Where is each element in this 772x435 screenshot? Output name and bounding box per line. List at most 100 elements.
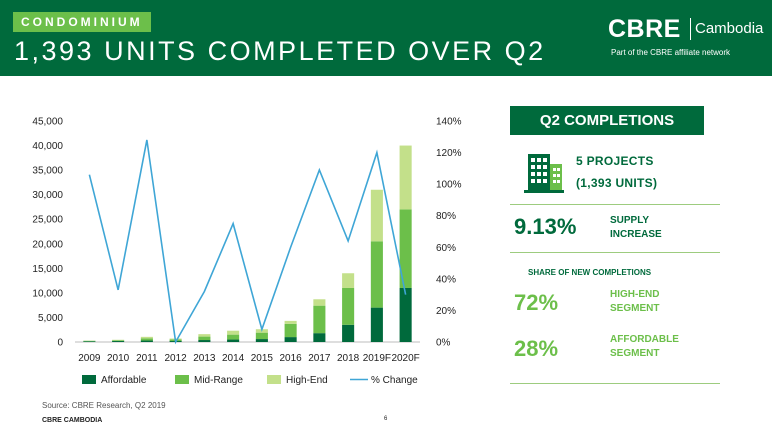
left-axis-tick-label: 20,000 xyxy=(32,239,63,250)
bar-mid-range xyxy=(399,209,412,288)
x-axis-tick-label: 2015 xyxy=(251,353,274,364)
divider xyxy=(510,383,720,384)
bar-mid-range xyxy=(342,287,355,325)
completions-chart: 0 5,000 10,000 15,000 20,000 25,000 30,000 35,0… xyxy=(32,117,462,387)
left-axis-tick-label: 0 xyxy=(57,338,63,349)
left-axis-tick-label: 35,000 xyxy=(32,166,63,177)
right-axis-tick-label: 60% xyxy=(436,243,456,254)
affordable-share-label: AFFORDABLE SEGMENT xyxy=(610,333,679,361)
legend-label: High-End xyxy=(286,375,328,386)
x-axis-tick-label: 2009 xyxy=(78,353,101,364)
left-axis-tick-label: 40,000 xyxy=(32,141,63,152)
bar-high-end xyxy=(284,320,297,324)
logo-divider xyxy=(690,18,691,40)
affordable-label-line-2: SEGMENT xyxy=(610,348,660,359)
bar-mid-range xyxy=(370,241,383,308)
right-axis-tick-label: 140% xyxy=(436,117,462,128)
high-end-label-line-1: HIGH-END xyxy=(610,289,660,300)
projects-count: 5 PROJECTS (1,393 UNITS) xyxy=(576,150,657,194)
supply-label-line-1: SUPPLY xyxy=(610,215,650,226)
right-axis-tick-label: 20% xyxy=(436,306,456,317)
bar-high-end xyxy=(227,330,240,335)
q2-completions-title: Q2 COMPLETIONS xyxy=(510,106,704,135)
bar-affordable xyxy=(83,341,96,342)
left-axis-tick-label: 5,000 xyxy=(38,313,63,324)
x-axis-tick-label: 2010 xyxy=(107,353,130,364)
logo-wordmark: CBRE xyxy=(608,15,681,43)
bar-affordable xyxy=(370,307,383,342)
bar-high-end xyxy=(370,189,383,242)
section-tag: CONDOMINIUM xyxy=(13,12,151,32)
footer-brand: CBRE CAMBODIA xyxy=(42,417,103,424)
bar-high-end xyxy=(140,336,153,339)
cbre-logo: CBRE Cambodia Part of the CBRE affiliate… xyxy=(600,14,764,64)
right-axis-tick-label: 120% xyxy=(436,148,462,159)
legend-swatch xyxy=(82,375,96,384)
bar-affordable xyxy=(313,333,326,342)
x-axis-tick-label: 2017 xyxy=(308,353,331,364)
right-axis-tick-label: 80% xyxy=(436,211,456,222)
x-axis-tick-label: 2013 xyxy=(193,353,216,364)
x-axis-tick-label: 2020F xyxy=(391,353,419,364)
page-number: 6 xyxy=(384,416,388,422)
high-end-share-label: HIGH-END SEGMENT xyxy=(610,288,659,316)
x-axis-tick-label: 2018 xyxy=(337,353,360,364)
divider xyxy=(510,252,720,253)
supply-increase-value: 9.13% xyxy=(514,214,577,239)
supply-increase-label: SUPPLY INCREASE xyxy=(610,214,662,242)
bar-high-end xyxy=(399,145,412,210)
bar-affordable xyxy=(399,287,412,342)
bar-affordable xyxy=(227,339,240,342)
bar-affordable xyxy=(140,340,153,342)
bar-affordable xyxy=(112,341,125,342)
building-icon xyxy=(524,154,564,193)
bar-mid-range xyxy=(313,305,326,334)
high-end-share-value: 72% xyxy=(514,290,559,315)
right-axis-tick-label: 0% xyxy=(436,338,451,349)
legend-label: Mid-Range xyxy=(194,375,243,386)
bar-high-end xyxy=(198,334,211,337)
bar-mid-range xyxy=(198,336,211,341)
x-axis-tick-label: 2019F xyxy=(363,353,391,364)
share-of-completions-title: SHARE OF NEW COMPLETIONS xyxy=(528,268,652,277)
x-axis-tick-label: 2014 xyxy=(222,353,245,364)
projects-line-1: 5 PROJECTS xyxy=(576,154,654,168)
x-axis-tick-label: 2012 xyxy=(165,353,188,364)
affordable-label-line-1: AFFORDABLE xyxy=(610,334,679,345)
left-axis-tick-label: 25,000 xyxy=(32,215,63,226)
bar-high-end xyxy=(342,273,355,288)
bar-mid-range xyxy=(227,334,240,340)
legend-label: % Change xyxy=(371,375,418,386)
bar-mid-range xyxy=(112,340,125,342)
logo-tagline: Part of the CBRE affiliate network xyxy=(611,48,731,57)
projects-line-2: (1,393 UNITS) xyxy=(576,176,658,190)
x-axis-tick-label: 2011 xyxy=(136,353,158,364)
right-axis-tick-label: 100% xyxy=(436,180,462,191)
logo-city: Cambodia xyxy=(695,20,764,37)
bar-mid-range xyxy=(140,338,153,341)
bar-affordable xyxy=(284,337,297,342)
bar-affordable xyxy=(198,340,211,342)
affordable-share-value: 28% xyxy=(514,336,559,361)
line-percent-change xyxy=(88,139,407,345)
legend-swatch xyxy=(175,375,189,384)
source-note: Source: CBRE Research, Q2 2019 xyxy=(42,401,166,410)
header-banner: CONDOMINIUM 1,393 UNITS COMPLETED OVER Q… xyxy=(0,0,772,76)
high-end-label-line-2: SEGMENT xyxy=(610,303,660,314)
x-axis-tick-label: 2016 xyxy=(280,353,303,364)
left-axis-tick-label: 30,000 xyxy=(32,190,63,201)
legend-swatch xyxy=(267,375,281,384)
bar-mid-range xyxy=(284,323,297,338)
left-axis-tick-label: 15,000 xyxy=(32,264,63,275)
right-axis-tick-label: 40% xyxy=(436,274,456,285)
left-axis-tick-label: 10,000 xyxy=(32,288,63,299)
left-axis-tick-label: 45,000 xyxy=(32,117,63,128)
bar-high-end xyxy=(313,299,326,306)
supply-label-line-2: INCREASE xyxy=(610,229,662,240)
page-title: 1,393 UNITS COMPLETED OVER Q2 xyxy=(14,36,546,66)
legend-label: Affordable xyxy=(101,375,147,386)
bar-affordable xyxy=(342,324,355,342)
bar-mid-range xyxy=(255,332,268,340)
bar-affordable xyxy=(255,339,268,342)
divider xyxy=(510,204,720,205)
